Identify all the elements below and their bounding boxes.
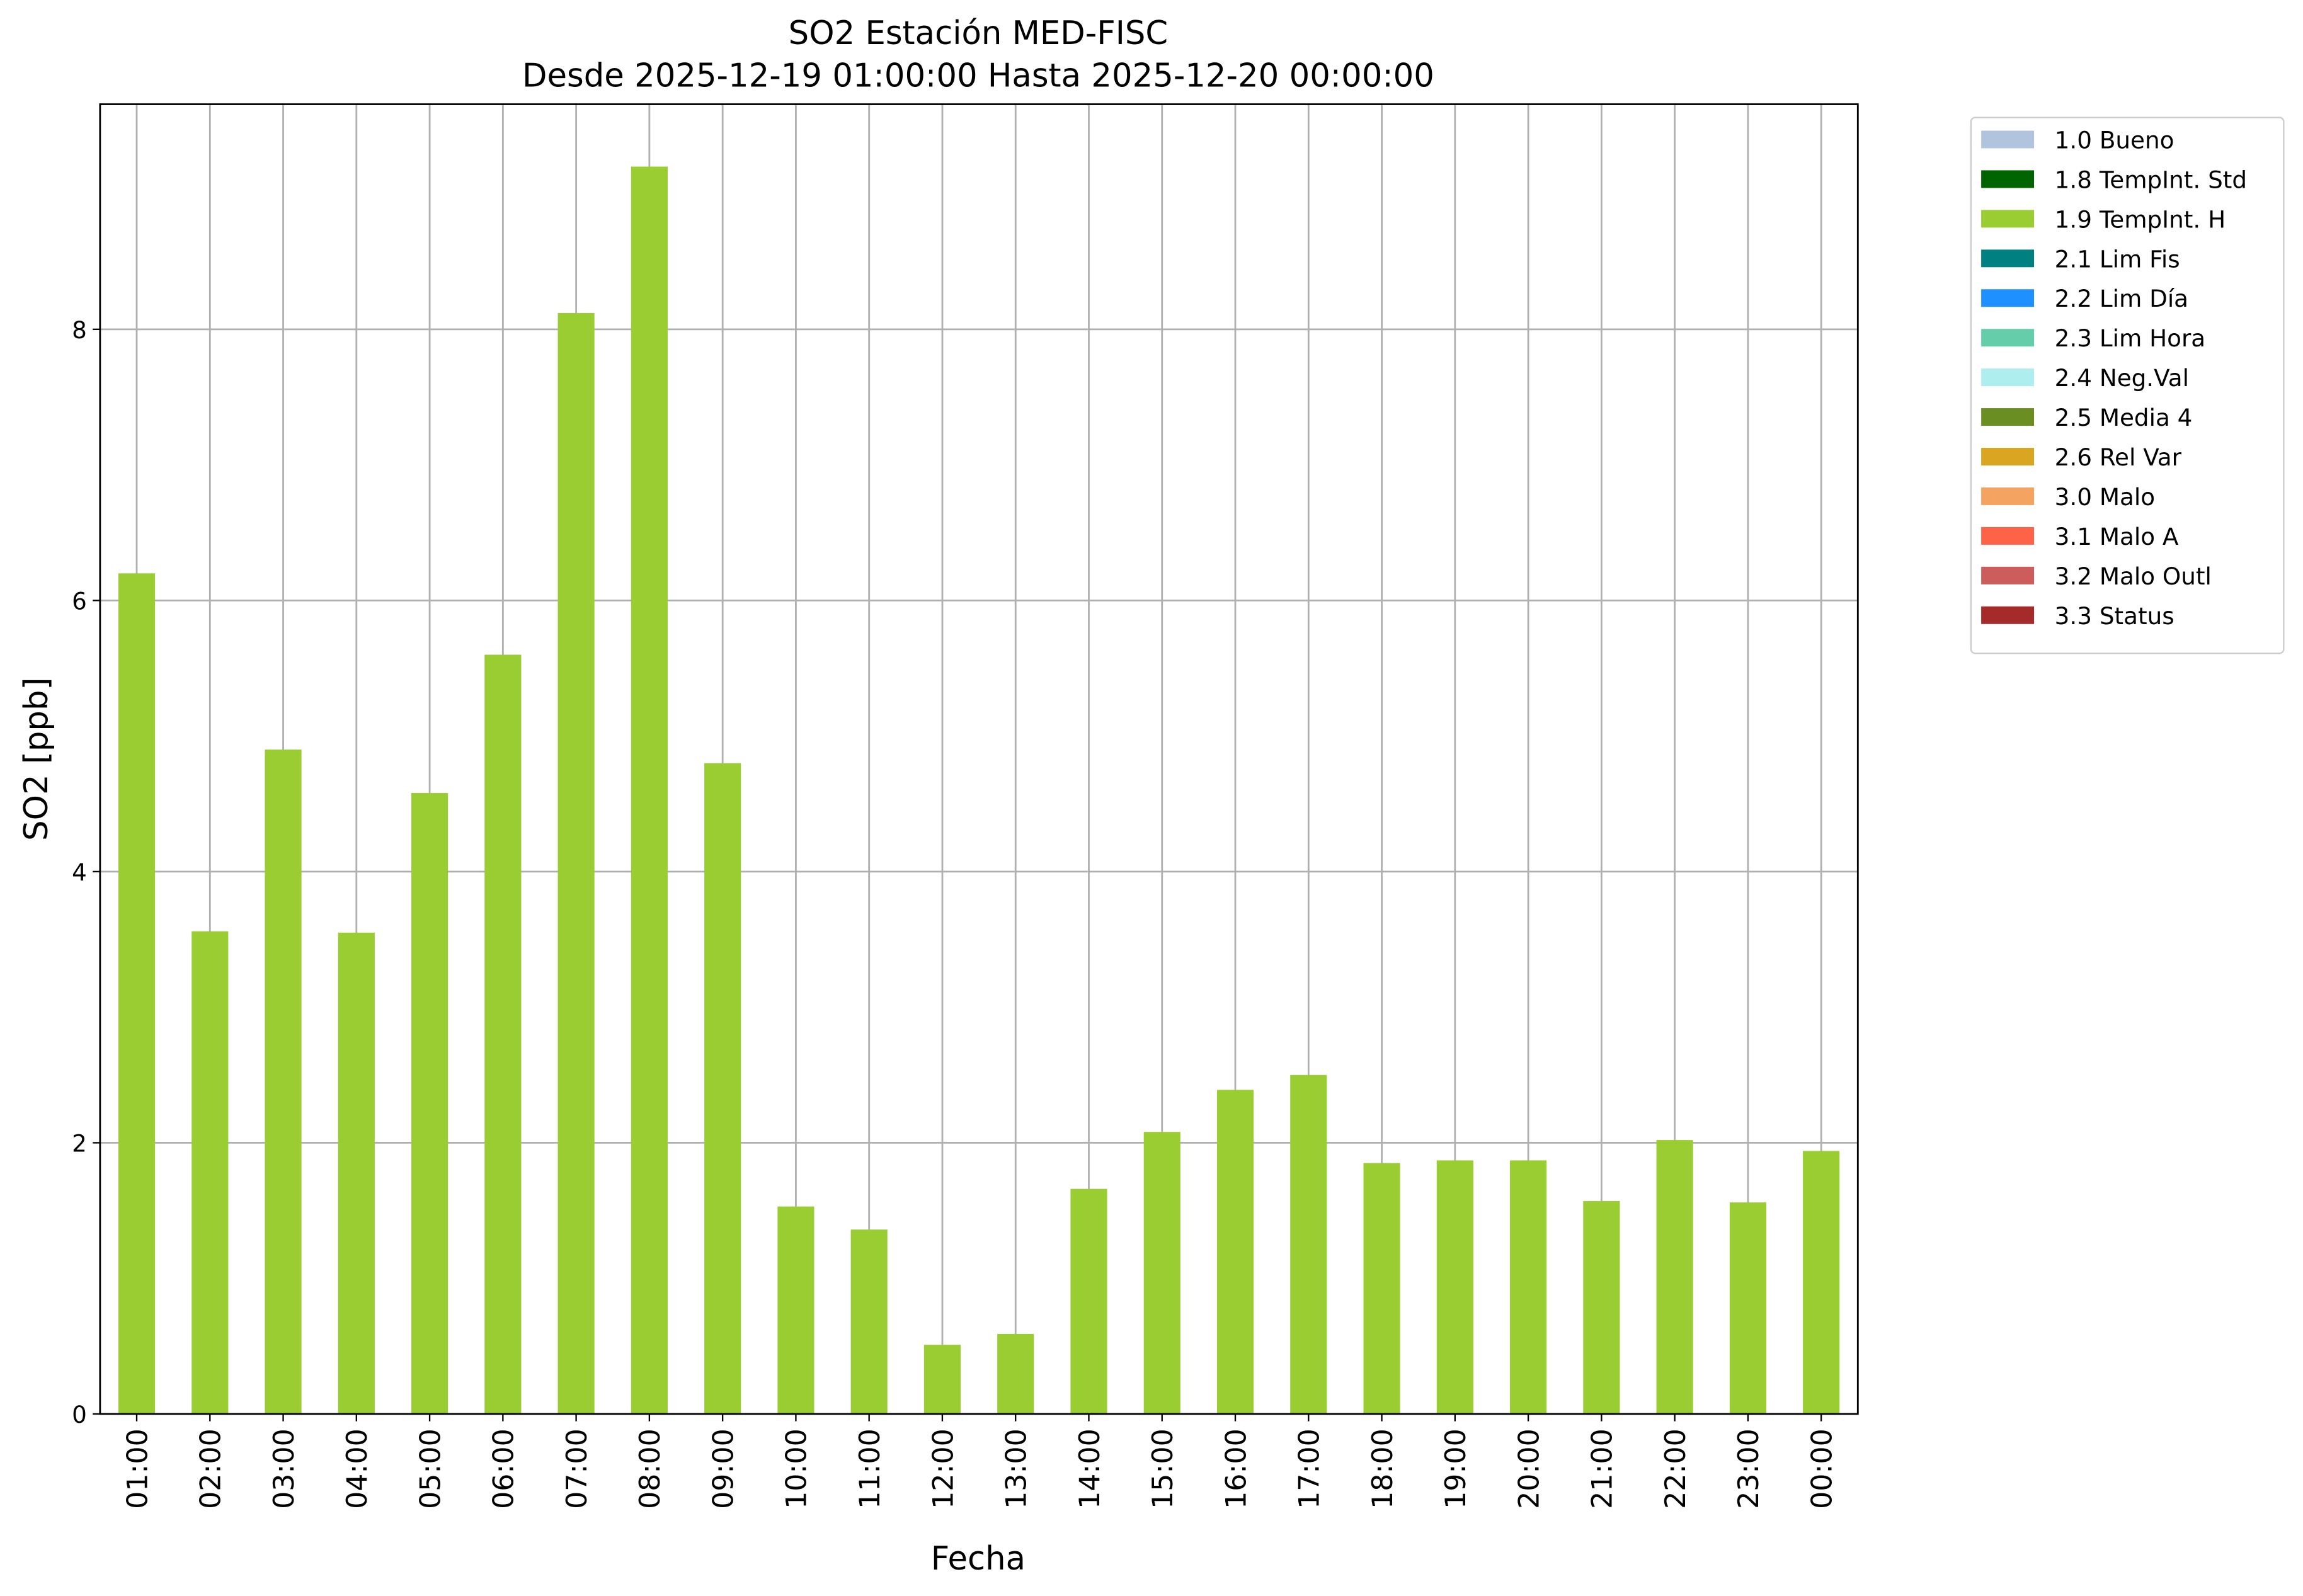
x-tick-label: 13:00 — [1001, 1428, 1033, 1509]
x-tick-label: 08:00 — [634, 1428, 666, 1509]
legend-label: 1.0 Bueno — [2055, 126, 2174, 154]
legend-swatch — [1981, 487, 2035, 505]
y-tick-label: 2 — [72, 1129, 87, 1157]
x-tick-label: 01:00 — [122, 1428, 154, 1509]
x-tick-label: 02:00 — [195, 1428, 227, 1509]
bar — [191, 931, 229, 1414]
x-tick-label: 17:00 — [1294, 1428, 1326, 1509]
legend-label: 3.1 Malo A — [2055, 523, 2179, 550]
legend-box — [1970, 117, 2285, 654]
legend-swatch — [1981, 566, 2035, 584]
x-tick-label: 12:00 — [927, 1428, 959, 1509]
x-tick-label: 20:00 — [1513, 1428, 1545, 1509]
bar — [484, 654, 522, 1414]
chart-title: SO2 Estación MED-FISC — [789, 14, 1169, 52]
bar — [997, 1333, 1034, 1414]
x-tick-label: 23:00 — [1733, 1428, 1765, 1509]
chart-subtitle: Desde 2025-12-19 01:00:00 Hasta 2025-12-… — [522, 57, 1434, 95]
legend-swatch — [1981, 289, 2035, 307]
bar — [1216, 1090, 1254, 1414]
legend-swatch — [1981, 329, 2035, 347]
legend-swatch — [1981, 130, 2035, 149]
bar — [1656, 1140, 1693, 1414]
x-tick-label: 04:00 — [341, 1428, 374, 1509]
x-tick-label: 15:00 — [1147, 1428, 1179, 1509]
bar — [631, 166, 668, 1414]
legend-label: 3.3 Status — [2055, 602, 2174, 630]
x-tick-label: 11:00 — [854, 1428, 886, 1509]
legend-swatch — [1981, 448, 2035, 465]
plot-frame — [99, 103, 1859, 1415]
legend-label: 1.8 TempInt. Std — [2055, 166, 2247, 193]
bar — [1070, 1188, 1107, 1414]
y-tick-label: 8 — [72, 316, 87, 344]
bar — [557, 313, 595, 1414]
bar — [1143, 1132, 1180, 1414]
legend-label: 3.2 Malo Outl — [2055, 562, 2212, 590]
bar — [1510, 1160, 1547, 1414]
legend-label: 1.9 TempInt. H — [2055, 205, 2226, 233]
legend-swatch — [1981, 368, 2035, 387]
bar — [1290, 1074, 1327, 1414]
legend-swatch — [1981, 527, 2035, 545]
legend-label: 2.2 Lim Día — [2055, 285, 2188, 312]
bar — [923, 1345, 961, 1414]
x-tick-label: 21:00 — [1587, 1428, 1619, 1509]
bar — [265, 750, 302, 1414]
y-tick-label: 4 — [72, 858, 87, 886]
x-tick-label: 09:00 — [707, 1428, 740, 1509]
x-tick-label: 18:00 — [1367, 1428, 1399, 1509]
x-tick-label: 00:00 — [1806, 1428, 1838, 1509]
bar — [338, 932, 375, 1414]
y-axis-label: SO2 [ppb] — [18, 678, 55, 841]
legend-swatch — [1981, 606, 2035, 624]
x-tick-label: 07:00 — [561, 1428, 593, 1509]
x-tick-label: 05:00 — [414, 1428, 447, 1509]
legend-label: 2.3 Lim Hora — [2055, 324, 2205, 352]
legend-label: 2.1 Lim Fis — [2055, 245, 2180, 273]
legend-swatch — [1981, 210, 2035, 228]
x-tick-label: 19:00 — [1440, 1428, 1472, 1509]
x-tick-label: 03:00 — [268, 1428, 300, 1509]
legend-swatch — [1981, 249, 2035, 268]
y-tick-label: 6 — [72, 587, 87, 615]
x-tick-label: 06:00 — [488, 1428, 520, 1509]
x-tick-label: 10:00 — [781, 1428, 813, 1509]
bar — [1583, 1200, 1620, 1414]
x-tick-label: 16:00 — [1220, 1428, 1252, 1509]
legend-swatch — [1981, 408, 2035, 426]
y-tick-label: 0 — [72, 1401, 87, 1428]
x-axis-label: Fecha — [931, 1540, 1026, 1578]
bar — [1803, 1151, 1840, 1414]
bar — [777, 1206, 814, 1414]
x-tick-label: 22:00 — [1660, 1428, 1692, 1509]
x-tick-label: 14:00 — [1074, 1428, 1106, 1509]
legend-label: 2.4 Neg.Val — [2055, 364, 2189, 392]
legend-swatch — [1981, 170, 2035, 188]
bar — [411, 793, 449, 1414]
bar — [118, 573, 156, 1414]
bar — [1729, 1202, 1766, 1414]
legend-label: 2.5 Media 4 — [2055, 404, 2193, 431]
legend-label: 3.0 Malo — [2055, 483, 2155, 511]
bar — [1363, 1163, 1400, 1414]
legend-label: 2.6 Rel Var — [2055, 443, 2182, 471]
bar — [850, 1229, 888, 1414]
bar — [1436, 1160, 1473, 1414]
bar — [704, 763, 741, 1414]
